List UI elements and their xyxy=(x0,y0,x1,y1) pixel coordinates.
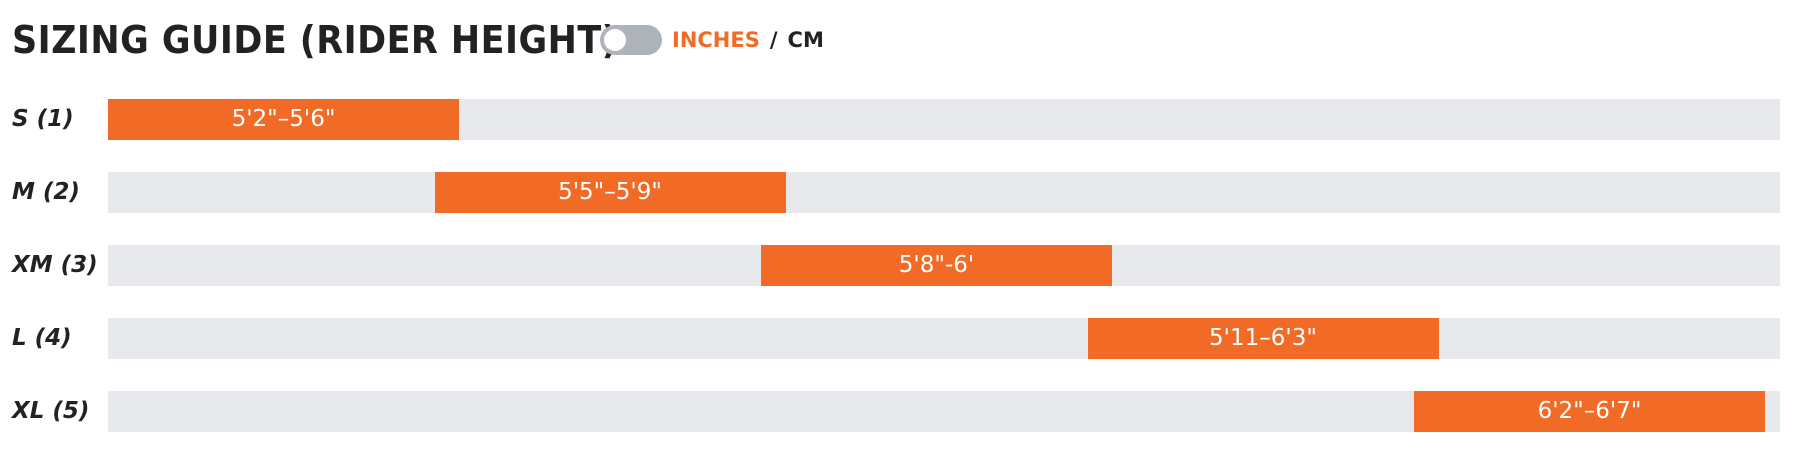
size-row: XL (5) 6'2"–6'7" xyxy=(0,391,1800,432)
size-track: 5'11–6'3" xyxy=(108,318,1780,359)
size-row: M (2) 5'5"–5'9" xyxy=(0,172,1800,213)
size-row: XM (3) 5'8"-6' xyxy=(0,245,1800,286)
unit-cm[interactable]: CM xyxy=(787,28,824,52)
unit-inches[interactable]: INCHES xyxy=(672,28,760,52)
header: SIZING GUIDE (RIDER HEIGHT) INCHES / CM xyxy=(12,16,824,64)
size-track: 5'2"–5'6" xyxy=(108,99,1780,140)
size-label: S (1) xyxy=(12,106,74,132)
height-range: 5'11–6'3" xyxy=(1087,318,1439,359)
title: SIZING GUIDE (RIDER HEIGHT) xyxy=(12,18,619,62)
size-row: L (4) 5'11–6'3" xyxy=(0,318,1800,359)
size-label: L (4) xyxy=(12,325,72,351)
size-track: 6'2"–6'7" xyxy=(108,391,1780,432)
size-label: XM (3) xyxy=(12,252,98,278)
unit-separator: / xyxy=(769,28,778,52)
height-range: 6'2"–6'7" xyxy=(1414,391,1765,432)
size-row: S (1) 5'2"–5'6" xyxy=(0,99,1800,140)
unit-toggle[interactable] xyxy=(600,25,662,55)
height-range: 5'5"–5'9" xyxy=(434,172,786,213)
size-label: M (2) xyxy=(12,179,80,205)
height-range: 5'2"–5'6" xyxy=(108,99,459,140)
size-label: XL (5) xyxy=(12,398,90,424)
size-track: 5'5"–5'9" xyxy=(108,172,1780,213)
height-range: 5'8"-6' xyxy=(761,245,1112,286)
size-track: 5'8"-6' xyxy=(108,245,1780,286)
